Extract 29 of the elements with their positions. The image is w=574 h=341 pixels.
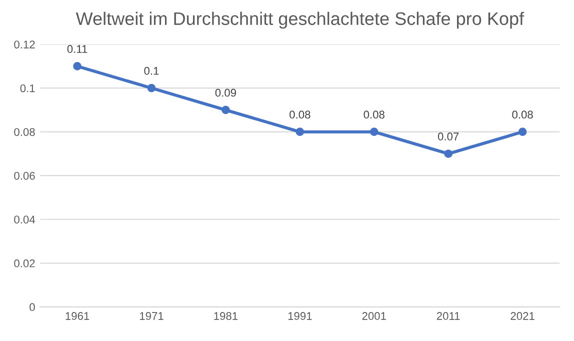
- y-tick-label: 0.06: [14, 172, 35, 180]
- x-tick-label: 2001: [362, 312, 386, 320]
- x-tick-label: 2021: [510, 312, 534, 320]
- x-tick-label: 1981: [214, 312, 238, 320]
- x-tick-label: 1961: [66, 312, 90, 320]
- x-tick-label: 1971: [140, 312, 164, 320]
- data-label: 0.11: [67, 45, 88, 53]
- y-tick-label: 0.04: [14, 216, 35, 224]
- y-tick-label: 0.12: [14, 40, 35, 48]
- point: [147, 84, 156, 92]
- data-label: 0.09: [215, 88, 236, 97]
- point: [444, 150, 452, 158]
- data-label: 0.07: [438, 132, 459, 140]
- y-tick-label: 0: [30, 303, 35, 312]
- data-label: 0.08: [364, 110, 384, 119]
- data-label: 0.08: [512, 110, 533, 119]
- x-tick-label: 2011: [436, 312, 460, 320]
- data-label: 0.1: [144, 66, 159, 75]
- y-tick-label: 0.08: [14, 128, 35, 136]
- point: [296, 128, 304, 136]
- point: [73, 62, 82, 70]
- y-tick-label: 0.1: [20, 84, 35, 92]
- chart-title: Weltweit im Durchschnitt geschlachtete Schafe pro Kopf: [76, 12, 524, 29]
- y-tick-label: 0.02: [14, 259, 35, 268]
- data-label: 0.08: [290, 110, 310, 119]
- point: [370, 128, 378, 136]
- point: [518, 128, 527, 136]
- point: [222, 106, 230, 114]
- x-tick-label: 1991: [288, 312, 312, 320]
